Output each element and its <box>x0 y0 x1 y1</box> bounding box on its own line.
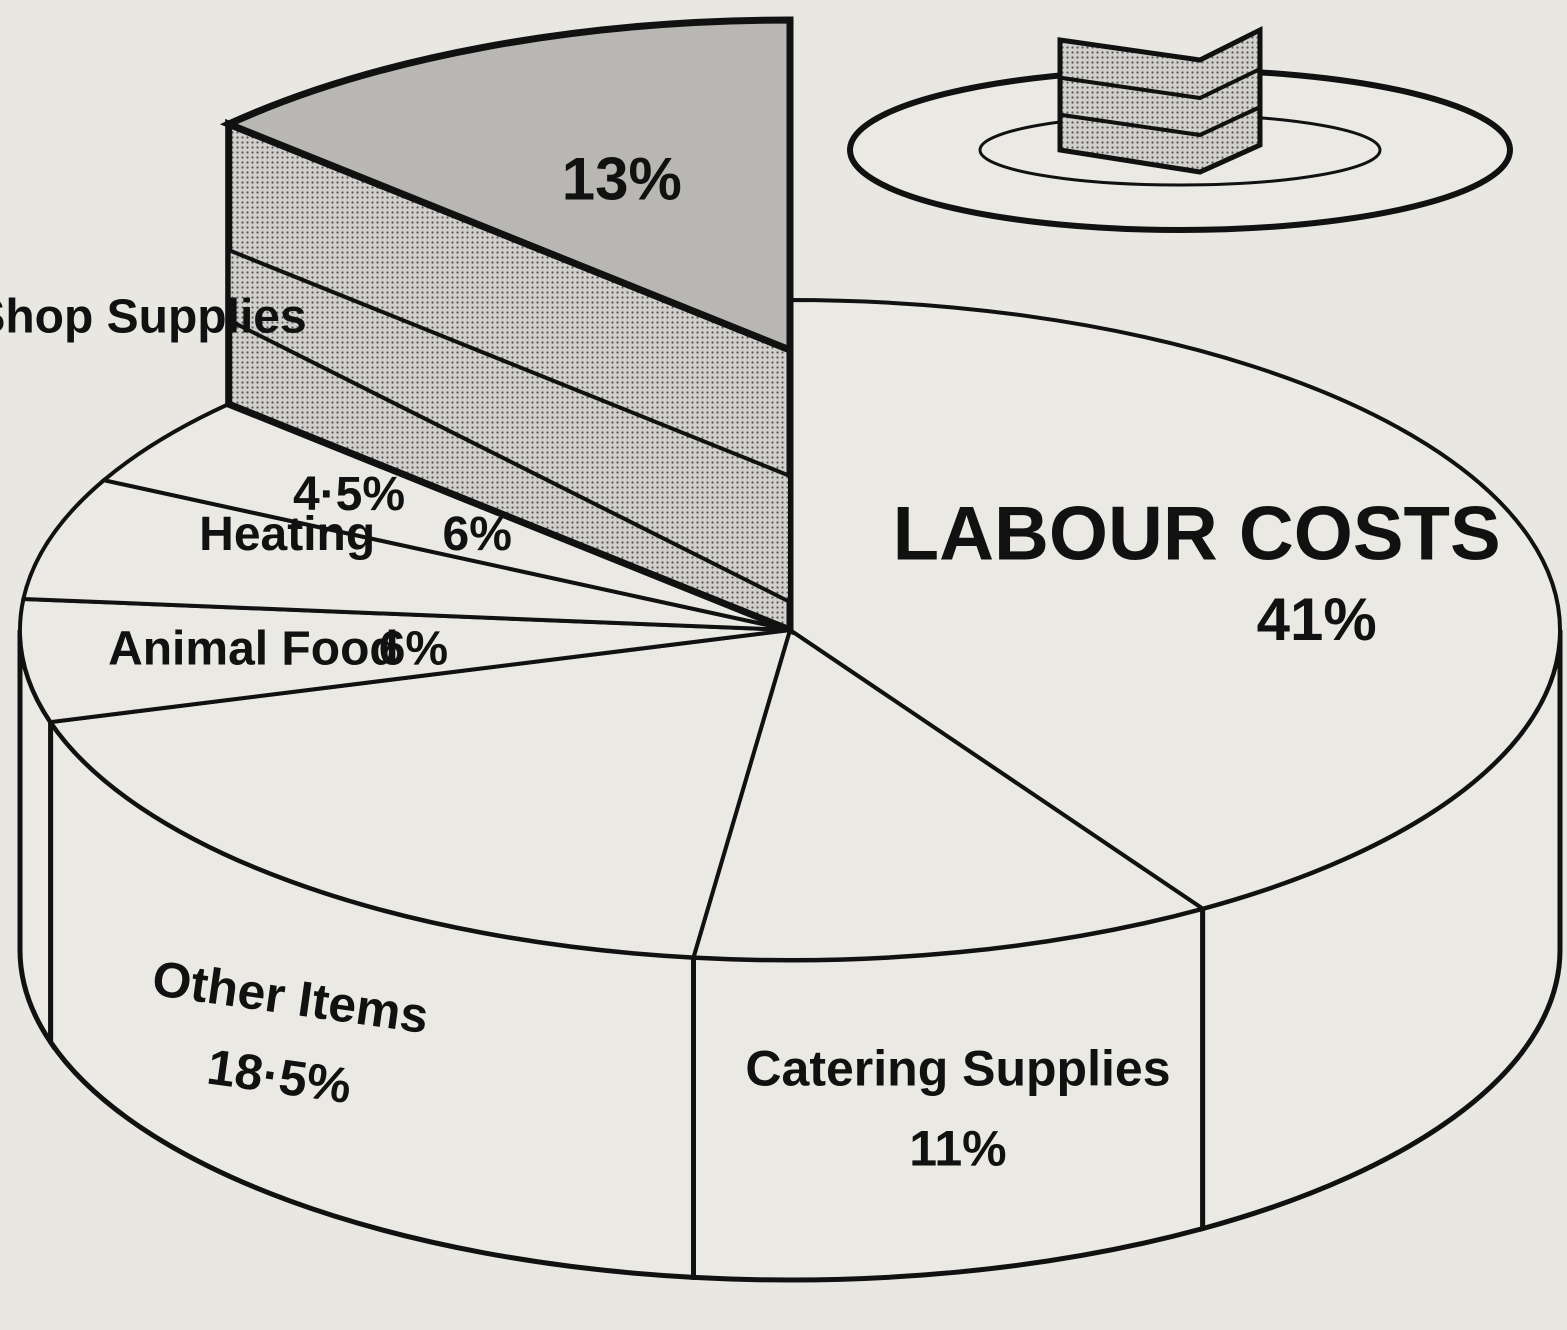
value-label: 4·5% <box>293 468 405 521</box>
category-label: Animal Food <box>108 622 399 675</box>
value-label: 11% <box>909 1120 1006 1176</box>
category-label: Catering Supplies <box>745 1040 1170 1096</box>
chart: LABOUR COSTS41%Catering Supplies11%Other… <box>0 0 1567 1330</box>
value-label: 41% <box>1257 586 1377 653</box>
category-label: LABOUR COSTS <box>893 491 1501 576</box>
value-label: 6% <box>379 622 448 675</box>
category-label: Shop Supplies <box>0 291 307 344</box>
cake-plate-illustration <box>850 30 1510 230</box>
value-label: 13% <box>562 145 682 212</box>
value-label: 6% <box>443 508 512 561</box>
